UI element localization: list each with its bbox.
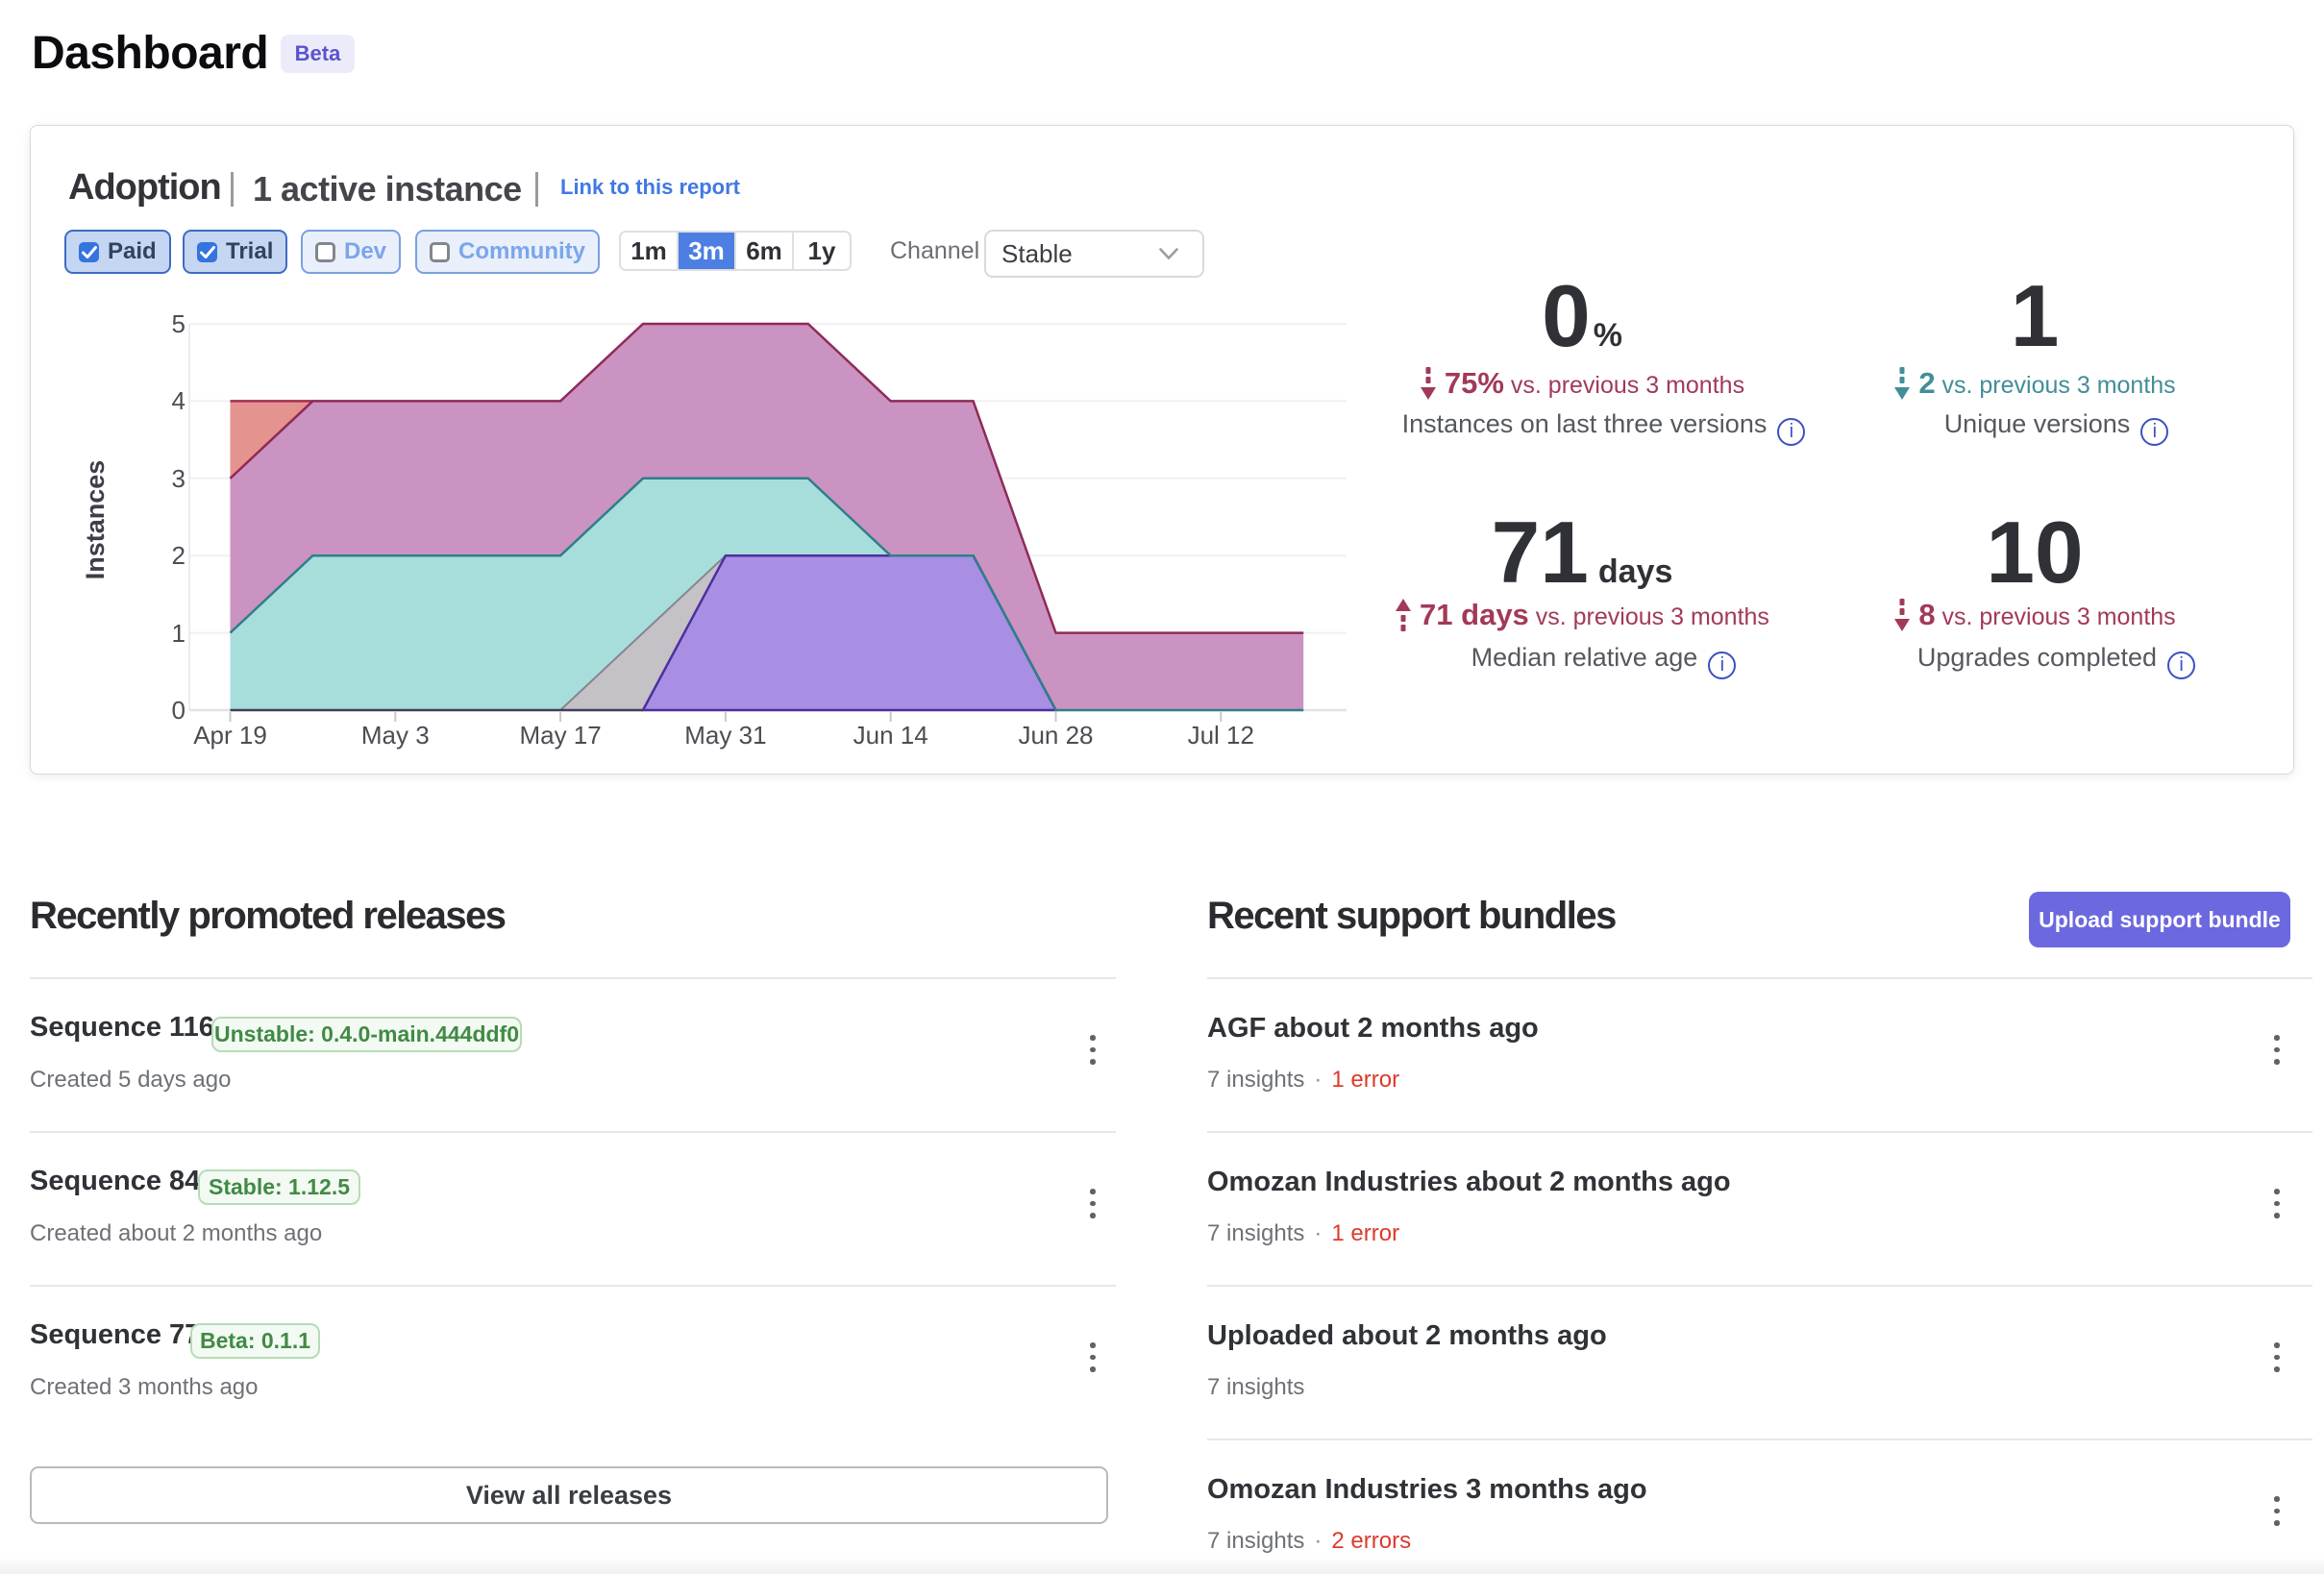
svg-text:2: 2: [172, 541, 185, 570]
svg-text:May 17: May 17: [519, 721, 601, 750]
svg-text:Jun 14: Jun 14: [853, 721, 928, 750]
svg-text:5: 5: [172, 309, 185, 338]
svg-text:0: 0: [172, 696, 185, 725]
svg-text:Instances: Instances: [81, 460, 110, 580]
svg-text:May 3: May 3: [361, 721, 430, 750]
svg-text:Jun 28: Jun 28: [1018, 721, 1093, 750]
svg-text:3: 3: [172, 464, 185, 493]
svg-text:May 31: May 31: [684, 721, 766, 750]
svg-text:Jul 12: Jul 12: [1188, 721, 1254, 750]
svg-text:1: 1: [172, 619, 185, 648]
svg-text:Apr 19: Apr 19: [193, 721, 267, 750]
svg-text:4: 4: [172, 386, 185, 415]
